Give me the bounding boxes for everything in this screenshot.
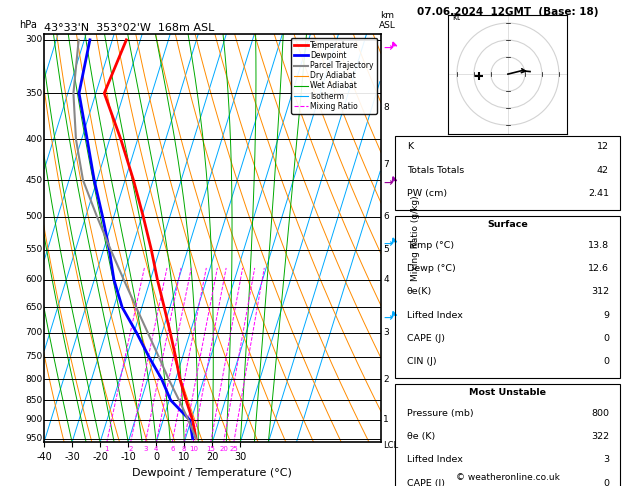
Text: 2: 2 xyxy=(128,446,133,452)
Text: Most Unstable: Most Unstable xyxy=(469,388,547,397)
Text: →: → xyxy=(384,43,393,53)
Text: 2.41: 2.41 xyxy=(588,189,609,198)
Text: PW (cm): PW (cm) xyxy=(407,189,447,198)
Text: 3: 3 xyxy=(603,455,609,465)
Text: km
ASL: km ASL xyxy=(379,11,396,30)
Text: Dewp (°C): Dewp (°C) xyxy=(407,264,455,273)
Text: 12.6: 12.6 xyxy=(588,264,609,273)
Text: 4: 4 xyxy=(383,275,389,284)
Bar xyxy=(396,136,620,210)
Text: 3: 3 xyxy=(143,446,148,452)
Text: 7: 7 xyxy=(383,160,389,169)
Text: 5: 5 xyxy=(383,245,389,254)
Text: 600: 600 xyxy=(25,275,42,284)
Text: →: → xyxy=(384,313,393,323)
Text: 312: 312 xyxy=(591,287,609,296)
Text: 12: 12 xyxy=(597,142,609,152)
Text: θe(K): θe(K) xyxy=(407,287,432,296)
Text: θe (K): θe (K) xyxy=(407,432,435,441)
Text: hPa: hPa xyxy=(19,20,36,30)
Text: 8: 8 xyxy=(182,446,186,452)
Text: CAPE (J): CAPE (J) xyxy=(407,479,445,486)
Text: LCL: LCL xyxy=(383,441,398,450)
Text: →: → xyxy=(384,239,393,249)
Text: K: K xyxy=(407,142,413,152)
Text: 500: 500 xyxy=(25,212,42,221)
Text: CAPE (J): CAPE (J) xyxy=(407,334,445,343)
Bar xyxy=(396,384,620,486)
Text: 13.8: 13.8 xyxy=(588,241,609,250)
Text: 800: 800 xyxy=(25,375,42,383)
Text: 400: 400 xyxy=(25,135,42,144)
Text: 450: 450 xyxy=(25,175,42,185)
Text: 42: 42 xyxy=(597,166,609,175)
Text: Temp (°C): Temp (°C) xyxy=(407,241,454,250)
Text: 900: 900 xyxy=(25,416,42,424)
Text: Surface: Surface xyxy=(487,220,528,229)
Text: 850: 850 xyxy=(25,396,42,405)
Text: kt: kt xyxy=(452,13,460,22)
Text: © weatheronline.co.uk: © weatheronline.co.uk xyxy=(456,473,560,482)
Text: 322: 322 xyxy=(591,432,609,441)
Text: 750: 750 xyxy=(25,352,42,362)
Text: →: → xyxy=(384,178,393,188)
Text: 6: 6 xyxy=(170,446,174,452)
Text: 0: 0 xyxy=(603,334,609,343)
Text: Pressure (mb): Pressure (mb) xyxy=(407,409,474,418)
Text: 9: 9 xyxy=(603,311,609,320)
Text: 2: 2 xyxy=(383,375,389,383)
Text: Mixing Ratio (g/kg): Mixing Ratio (g/kg) xyxy=(411,195,420,281)
Text: 350: 350 xyxy=(25,88,42,98)
Text: 07.06.2024  12GMT  (Base: 18): 07.06.2024 12GMT (Base: 18) xyxy=(417,7,599,17)
Text: 1: 1 xyxy=(383,416,389,424)
Text: 700: 700 xyxy=(25,329,42,337)
Text: 10: 10 xyxy=(189,446,198,452)
Text: 6: 6 xyxy=(383,212,389,221)
Text: Lifted Index: Lifted Index xyxy=(407,311,463,320)
Text: 43°33'N  353°02'W  168m ASL: 43°33'N 353°02'W 168m ASL xyxy=(44,23,214,33)
Text: CIN (J): CIN (J) xyxy=(407,357,437,366)
Text: Lifted Index: Lifted Index xyxy=(407,455,463,465)
Legend: Temperature, Dewpoint, Parcel Trajectory, Dry Adiabat, Wet Adiabat, Isotherm, Mi: Temperature, Dewpoint, Parcel Trajectory… xyxy=(291,38,377,114)
Text: 950: 950 xyxy=(25,434,42,443)
Text: 0: 0 xyxy=(603,357,609,366)
Text: 3: 3 xyxy=(383,329,389,337)
Text: 20: 20 xyxy=(219,446,228,452)
Text: 650: 650 xyxy=(25,303,42,312)
Text: 800: 800 xyxy=(591,409,609,418)
Text: 25: 25 xyxy=(230,446,238,452)
Text: 550: 550 xyxy=(25,245,42,254)
Text: 8: 8 xyxy=(383,103,389,112)
Text: 0: 0 xyxy=(603,479,609,486)
Bar xyxy=(396,216,620,378)
Text: 4: 4 xyxy=(154,446,159,452)
Text: 15: 15 xyxy=(206,446,215,452)
X-axis label: Dewpoint / Temperature (°C): Dewpoint / Temperature (°C) xyxy=(132,468,292,478)
Text: 1: 1 xyxy=(104,446,109,452)
Text: Totals Totals: Totals Totals xyxy=(407,166,464,175)
Text: 300: 300 xyxy=(25,35,42,44)
